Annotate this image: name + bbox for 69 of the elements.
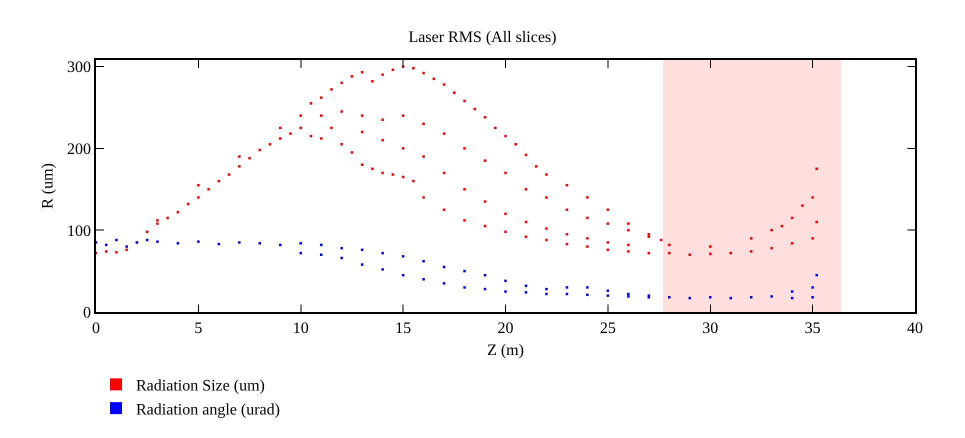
point [566, 292, 568, 296]
point [442, 266, 446, 268]
point [484, 288, 486, 290]
point [668, 296, 671, 299]
point [238, 241, 241, 244]
point [279, 244, 282, 246]
point [463, 270, 466, 272]
point [545, 292, 548, 296]
point [125, 245, 128, 248]
y-axis-title: R (um) [39, 163, 56, 209]
point [524, 284, 528, 288]
point [463, 286, 466, 289]
point [422, 278, 425, 281]
point [504, 290, 507, 293]
point [790, 290, 794, 293]
point [442, 282, 446, 285]
point [688, 296, 692, 300]
point [811, 286, 814, 289]
point [197, 240, 200, 243]
point [627, 295, 630, 298]
y-tick-label: 0 [83, 304, 92, 322]
point [811, 296, 814, 299]
point [815, 274, 818, 276]
y-tick-label: 100 [67, 222, 92, 240]
point [320, 253, 322, 256]
point [545, 288, 548, 290]
legend-label: Radiation Size (um) [136, 378, 265, 395]
x-tick-label: 20 [498, 320, 514, 337]
point [115, 238, 118, 242]
point [146, 238, 148, 242]
point [586, 286, 589, 289]
point [770, 295, 773, 298]
y-tick-label: 300 [67, 59, 92, 76]
legend-label: Radiation angle (urad) [136, 401, 280, 418]
x-tick-label: 40 [907, 320, 923, 337]
point [750, 296, 752, 299]
point [381, 252, 384, 254]
point [360, 263, 364, 266]
point [176, 242, 180, 245]
x-axis-title: Z (m) [487, 342, 524, 360]
point [729, 296, 732, 300]
x-tick-label: 35 [804, 320, 821, 337]
point [402, 274, 404, 276]
point [156, 240, 159, 243]
x-tick-label: 25 [600, 320, 616, 337]
point [104, 244, 108, 246]
point [381, 268, 384, 271]
x-tick-label: 10 [292, 320, 309, 337]
point [258, 242, 262, 245]
point [360, 248, 364, 252]
point [484, 274, 486, 276]
point [340, 246, 343, 250]
point [320, 244, 322, 246]
point [524, 291, 528, 294]
point [402, 255, 404, 258]
point [504, 280, 507, 282]
point [606, 294, 610, 297]
point [340, 256, 343, 260]
point [566, 286, 568, 289]
x-tick-label: 5 [194, 320, 202, 337]
y-tick-label: 200 [67, 140, 92, 158]
point [422, 260, 425, 263]
chart-title: Laser RMS (All slices) [408, 28, 556, 46]
point [586, 294, 589, 296]
point [790, 296, 794, 300]
point [606, 289, 610, 292]
x-tick-label: 15 [395, 320, 412, 337]
x-tick-label: 30 [702, 320, 718, 337]
point [218, 242, 220, 246]
